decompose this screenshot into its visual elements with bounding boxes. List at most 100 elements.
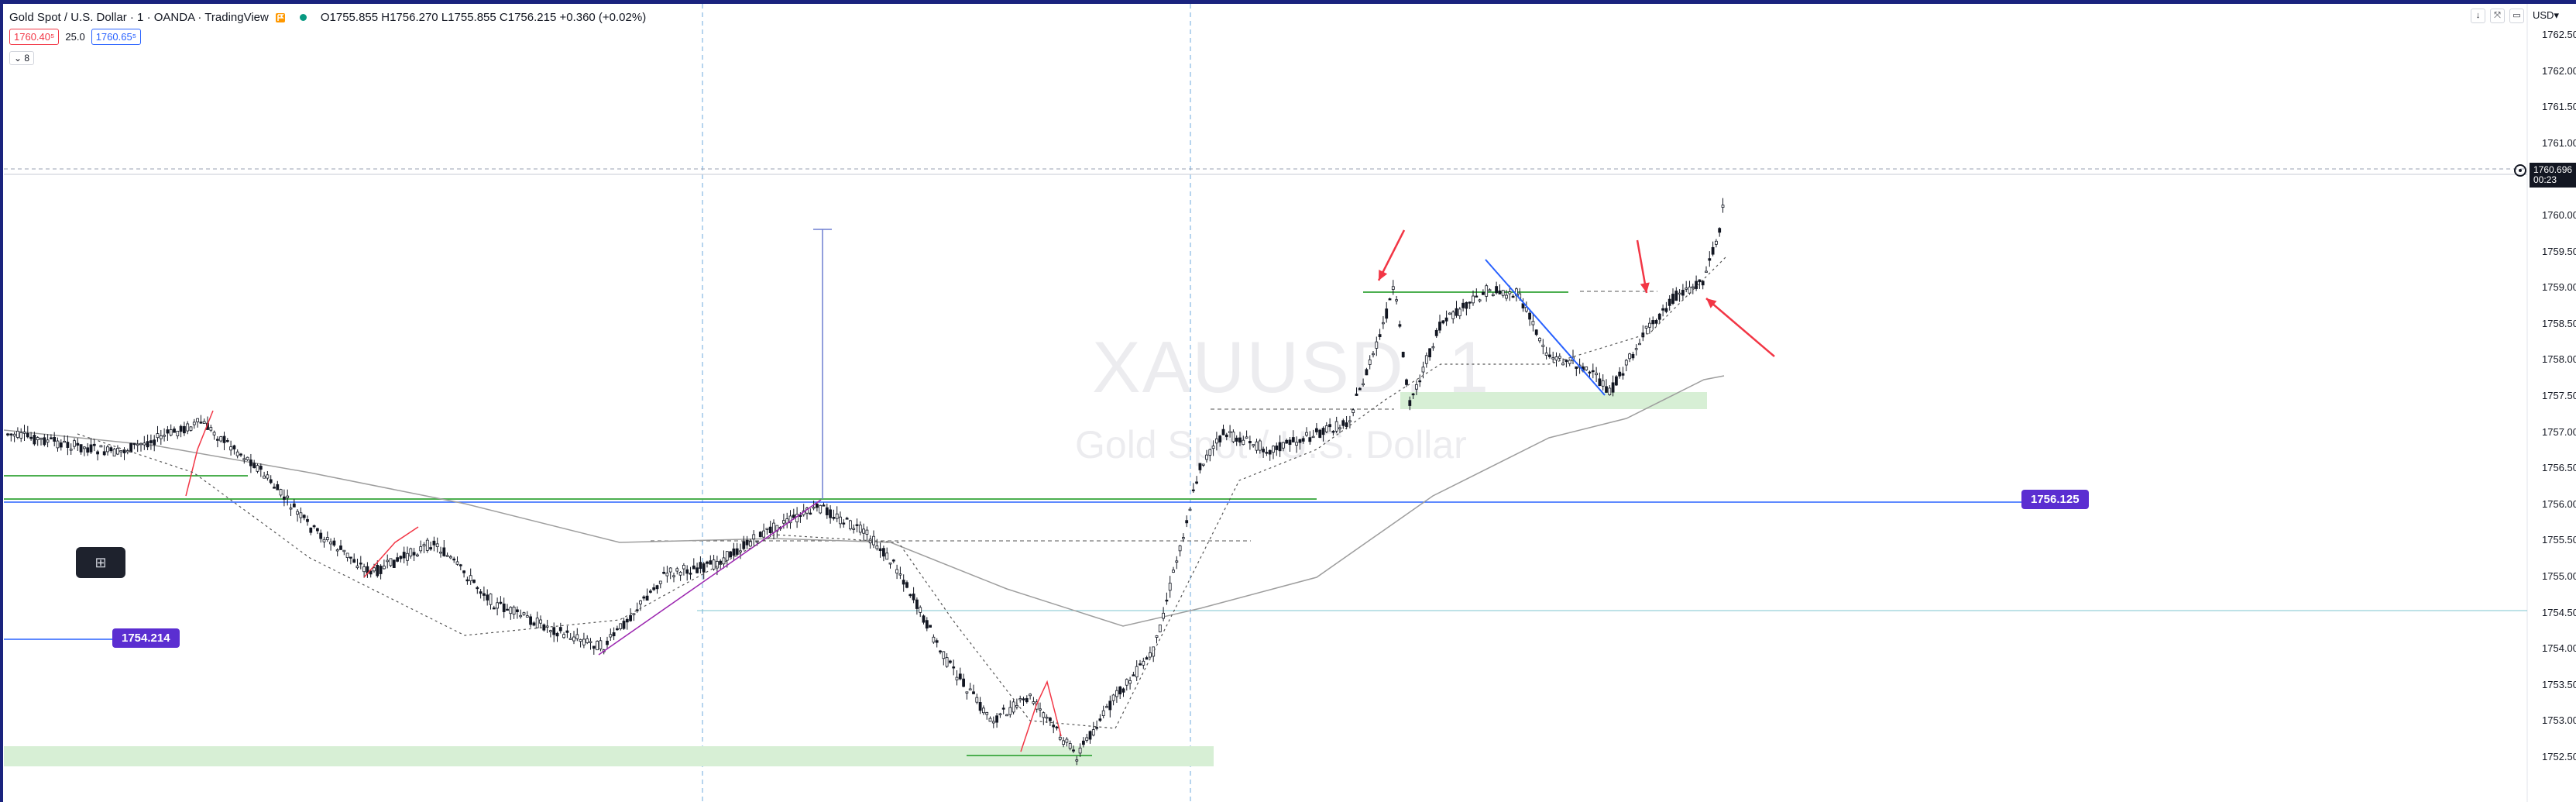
price-level-tag-right[interactable]: 1756.125 bbox=[2021, 490, 2089, 509]
candle-body bbox=[266, 474, 270, 479]
candle-body bbox=[642, 596, 646, 599]
candle-body bbox=[129, 442, 133, 453]
candle-body bbox=[1511, 295, 1515, 298]
target-icon[interactable] bbox=[2514, 164, 2526, 177]
candle-body bbox=[1501, 290, 1505, 296]
candle-body bbox=[36, 437, 39, 440]
candle-body bbox=[842, 522, 846, 525]
candle-body bbox=[1605, 386, 1608, 393]
candle-body bbox=[429, 547, 432, 550]
candle-body bbox=[935, 640, 939, 643]
arrow-down-icon[interactable]: ↓ bbox=[2471, 9, 2485, 23]
price-axis-label: 1753.500 bbox=[2542, 678, 2576, 690]
candle-body bbox=[1205, 454, 1208, 460]
candle-body bbox=[1624, 360, 1628, 366]
candle-body bbox=[166, 429, 170, 434]
candle-body bbox=[33, 435, 36, 445]
candle-body bbox=[486, 594, 489, 601]
candle-body bbox=[729, 551, 732, 558]
candle-body bbox=[1268, 449, 1272, 455]
candle-body bbox=[432, 540, 436, 546]
candle-body bbox=[109, 447, 113, 452]
candle-body bbox=[1088, 731, 1092, 740]
candle-body bbox=[965, 691, 969, 694]
candle-body bbox=[1644, 325, 1648, 329]
candle-body bbox=[1242, 439, 1245, 446]
object-tree-icon[interactable]: ⊞ bbox=[76, 547, 125, 578]
candle-body bbox=[822, 504, 826, 507]
candle-body bbox=[256, 465, 259, 472]
candle-body bbox=[1142, 660, 1145, 666]
price-level-tag-left[interactable]: 1754.214 bbox=[112, 628, 180, 648]
sell-button[interactable]: 1760.40⁵ bbox=[9, 29, 60, 45]
candle-body bbox=[1065, 738, 1069, 743]
candle-body bbox=[1018, 698, 1022, 700]
flag-icon[interactable] bbox=[275, 12, 286, 23]
symbol-title[interactable]: Gold Spot / U.S. Dollar · 1 · OANDA · Tr… bbox=[9, 11, 269, 24]
candle-body bbox=[1165, 599, 1169, 602]
candle-body bbox=[1058, 736, 1062, 740]
candle-body bbox=[1008, 707, 1012, 715]
candle-body bbox=[196, 418, 200, 422]
candle-body bbox=[1634, 348, 1638, 350]
price-axis-label: 1762.000 bbox=[2542, 64, 2576, 77]
candle-body bbox=[1451, 312, 1455, 319]
candle-body bbox=[622, 621, 626, 629]
candle-body bbox=[1705, 270, 1708, 273]
candle-body bbox=[1085, 737, 1089, 742]
candle-body bbox=[1621, 373, 1625, 376]
candle-body bbox=[819, 504, 823, 514]
candle-body bbox=[1424, 355, 1428, 364]
candle-body bbox=[192, 422, 196, 425]
candle-body bbox=[1301, 438, 1305, 442]
candle-body bbox=[1308, 437, 1312, 442]
price-axis-label: 1761.500 bbox=[2542, 101, 2576, 113]
candle-body bbox=[519, 614, 523, 618]
candle-body bbox=[1195, 481, 1198, 484]
maximize-icon[interactable]: ▭ bbox=[2509, 9, 2524, 23]
candle-body bbox=[462, 570, 465, 573]
buy-button[interactable]: 1760.65⁵ bbox=[91, 29, 142, 45]
candle-body bbox=[1685, 287, 1688, 290]
candle-body bbox=[616, 628, 619, 631]
candle-body bbox=[645, 595, 649, 601]
candle-body bbox=[173, 429, 176, 433]
candle-body bbox=[1291, 437, 1295, 442]
candle-body bbox=[1671, 294, 1674, 304]
candle-body bbox=[1654, 319, 1658, 324]
market-status-icon[interactable] bbox=[299, 14, 307, 21]
candle-body bbox=[1372, 353, 1375, 356]
candle-body bbox=[369, 570, 373, 575]
candle-body bbox=[419, 546, 423, 552]
candle-body bbox=[492, 608, 496, 610]
candle-body bbox=[76, 442, 80, 446]
candle-body bbox=[1082, 740, 1085, 745]
trailing-stop-line bbox=[77, 255, 1728, 729]
price-axis-label: 1761.000 bbox=[2542, 136, 2576, 149]
currency-selector[interactable]: USD▾ bbox=[2533, 9, 2559, 21]
indicators-toggle[interactable]: ⌄ 8 bbox=[9, 51, 35, 65]
candle-body bbox=[522, 612, 526, 615]
chart-legend: Gold Spot / U.S. Dollar · 1 · OANDA · Tr… bbox=[9, 11, 646, 24]
candle-body bbox=[1145, 657, 1149, 660]
expand-icon[interactable]: ⤧ bbox=[2490, 9, 2505, 23]
candle-body bbox=[845, 518, 849, 520]
candle-body bbox=[1191, 489, 1195, 491]
candle-body bbox=[762, 530, 765, 538]
top-frame-strip bbox=[0, 0, 2576, 4]
candle-body bbox=[568, 638, 572, 640]
candle-body bbox=[809, 512, 812, 515]
candle-body bbox=[1595, 373, 1599, 376]
red-arrow-head-icon bbox=[1379, 270, 1388, 281]
candle-body bbox=[1362, 383, 1365, 386]
price-axis-label: 1756.000 bbox=[2542, 497, 2576, 510]
candle-body bbox=[732, 548, 736, 556]
candle-body bbox=[1475, 295, 1479, 298]
candle-body bbox=[19, 432, 23, 439]
candle-body bbox=[1561, 363, 1564, 366]
candle-body bbox=[952, 666, 956, 669]
candle-body bbox=[222, 435, 226, 443]
candle-body bbox=[1585, 367, 1589, 370]
candle-body bbox=[1224, 434, 1228, 438]
